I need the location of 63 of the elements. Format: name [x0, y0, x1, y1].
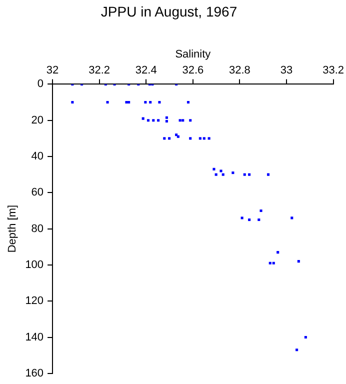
y-tick-label: 100 [25, 258, 44, 271]
point [248, 218, 251, 222]
point [152, 119, 155, 122]
point [157, 119, 160, 122]
y-tick-label: 140 [25, 331, 44, 344]
x-axis-title: Salinity [175, 48, 212, 60]
y-tick-label: 0 [37, 78, 44, 90]
y-tick-label: 60 [31, 186, 44, 199]
point [222, 173, 224, 176]
point [158, 101, 161, 104]
x-tick-label: 32.4 [135, 64, 157, 77]
point [212, 168, 216, 170]
point [266, 173, 270, 176]
point [182, 119, 184, 122]
y-axis-title: Depth [m] [6, 204, 19, 253]
point [165, 116, 168, 119]
point [186, 101, 190, 104]
point [258, 218, 260, 222]
point [296, 348, 298, 352]
x-tick-label: 33.2 [322, 64, 344, 77]
point [144, 101, 147, 104]
point [243, 173, 246, 176]
point [260, 209, 262, 212]
y-tick-label: 40 [31, 150, 44, 163]
y-tick-label: 160 [25, 367, 44, 380]
point [214, 173, 218, 176]
point [208, 137, 210, 140]
y-tick-label: 20 [31, 114, 44, 126]
point [220, 170, 222, 172]
point [272, 262, 275, 264]
point [176, 135, 180, 138]
x-tick-label: 33 [280, 64, 293, 77]
point [268, 262, 272, 264]
point [128, 101, 130, 104]
y-tick-label: 120 [25, 295, 44, 308]
point [71, 101, 74, 104]
x-tick-label: 32.8 [229, 64, 250, 77]
point [198, 137, 202, 140]
point [168, 137, 171, 140]
point [189, 119, 192, 122]
point [290, 216, 294, 220]
point [232, 171, 234, 174]
chart-title: JPPU in August, 1967 [100, 3, 238, 20]
point [178, 119, 182, 122]
point [304, 336, 307, 339]
point [297, 260, 300, 263]
point [106, 101, 109, 104]
y-tick-label: 80 [31, 222, 44, 235]
x-tick-label: 32 [46, 64, 59, 77]
point [165, 120, 168, 123]
point [248, 173, 251, 176]
point [149, 101, 152, 104]
point [175, 134, 178, 136]
x-tick-label: 32.2 [88, 64, 110, 77]
point [202, 137, 206, 140]
point [125, 101, 128, 104]
point [146, 119, 150, 122]
x-tick-label: 32.6 [182, 64, 204, 77]
point [142, 117, 144, 120]
point [189, 137, 192, 140]
point [276, 251, 280, 254]
point [240, 216, 244, 220]
point [163, 137, 166, 140]
